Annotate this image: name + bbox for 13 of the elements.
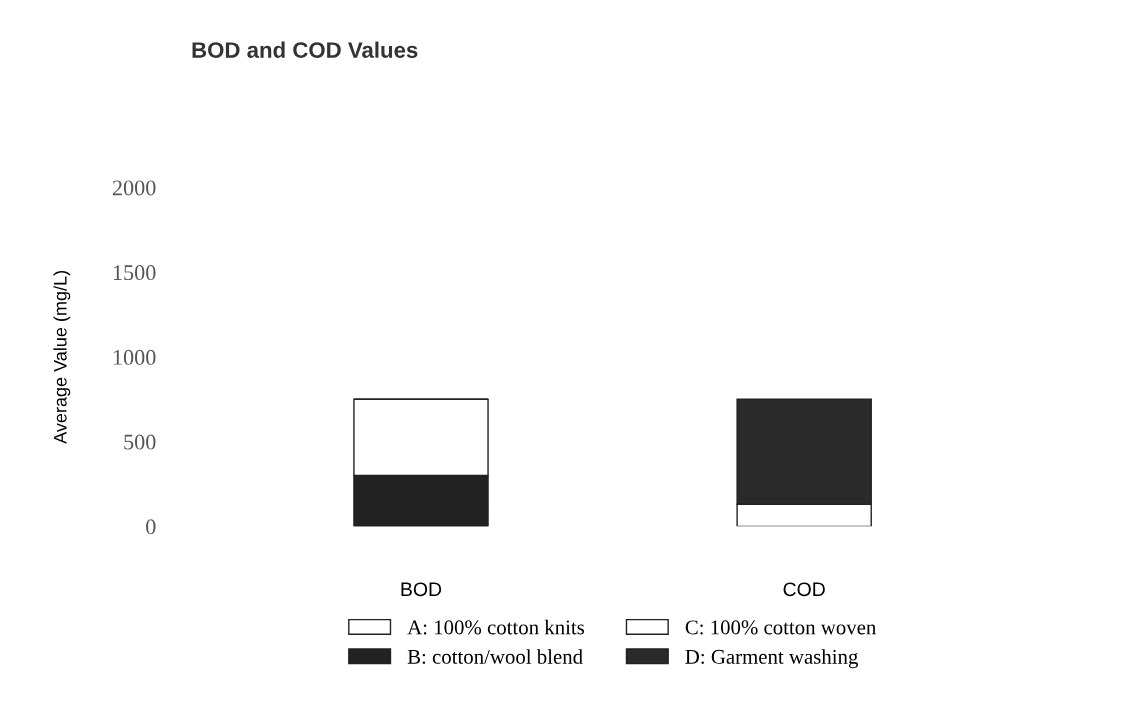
y-tick-label: 2000 [112, 180, 156, 196]
y-tick-label: 1500 [113, 265, 156, 281]
legend-label: D: Garment washing [685, 649, 858, 669]
legend-label: B: cotton/wool blend [407, 649, 583, 664]
x-tick-label: COD [783, 582, 825, 597]
legend-label: C: 100% cotton woven [685, 620, 877, 635]
legend-label: A: 100% cotton knits [407, 619, 585, 635]
y-tick-label: 500 [124, 434, 156, 450]
y-tick-label: 1000 [113, 349, 156, 365]
chart-title: BOD and COD Values [192, 41, 418, 58]
x-tick-label: BOD [401, 582, 442, 597]
y-tick-label: 0 [146, 519, 156, 535]
y-axis-title: Average Value (mg/L) [53, 271, 71, 444]
